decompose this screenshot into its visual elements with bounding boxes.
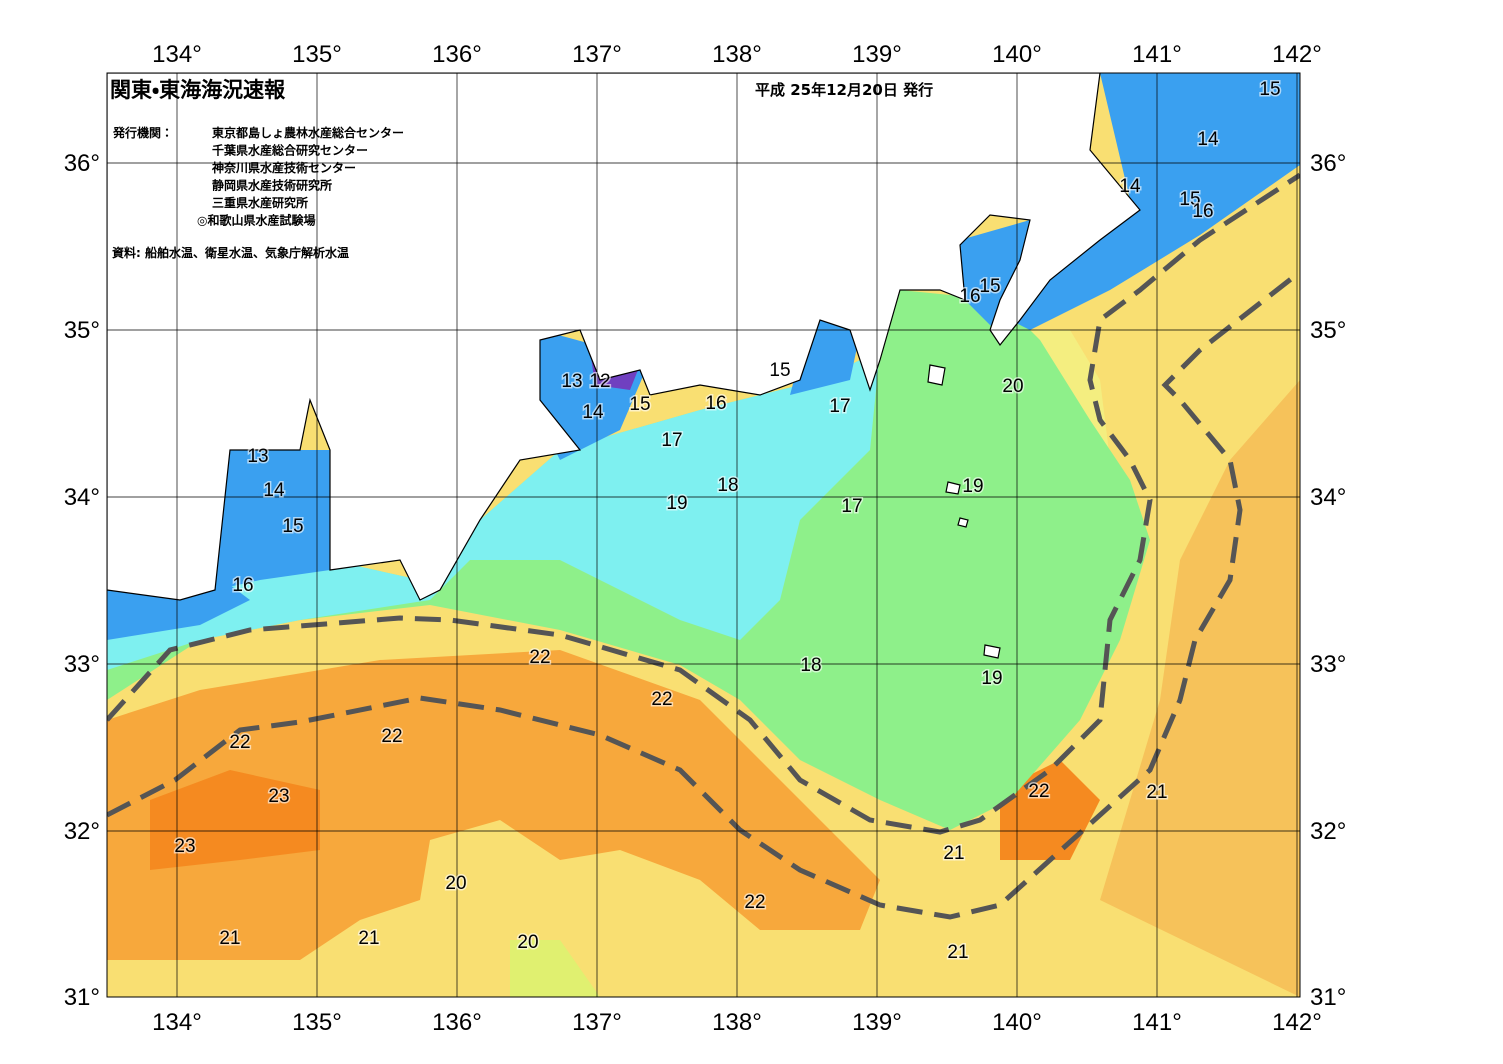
contour-label: 16: [1192, 201, 1213, 222]
contour-label: 14: [582, 402, 604, 423]
labels: 東京都島しょ農林水産総合センター千葉県水産総合研究センター神奈川県水産技術センタ…: [64, 41, 1347, 1036]
sea-blue: [107, 73, 1300, 640]
contour-label: 19: [981, 668, 1002, 689]
contour-label: 22: [744, 892, 765, 913]
agency: 神奈川県水産技術センター: [211, 160, 356, 175]
lon-label-top: 142°: [1272, 41, 1322, 68]
islands: [927, 364, 1001, 659]
lat-label-right: 32°: [1310, 818, 1346, 845]
contour-label: 15: [769, 360, 790, 381]
contour-label: 22: [1028, 781, 1049, 802]
source: 資料: 船舶水温、衛星水温、気象庁解析水温: [112, 245, 349, 260]
lat-label-right: 33°: [1310, 651, 1346, 678]
contour-label: 19: [666, 493, 687, 514]
lon-label-bottom: 140°: [992, 1009, 1042, 1036]
sea-cyan: [107, 350, 880, 670]
contour-label: 18: [717, 475, 738, 496]
lat-label-left: 33°: [64, 651, 100, 678]
grid: [107, 73, 1300, 997]
lon-label-bottom: 139°: [852, 1009, 902, 1036]
lon-label-bottom: 138°: [712, 1009, 762, 1036]
lat-label-left: 32°: [64, 818, 100, 845]
agency: ◎和歌山県水産試験場: [197, 213, 315, 228]
issue-date: 平成 25年12月20日 発行: [755, 81, 933, 99]
agency: 東京都島しょ農林水産総合センター: [212, 125, 404, 140]
agency: 千葉県水産総合研究センター: [212, 143, 368, 158]
contour-label: 21: [1146, 782, 1167, 803]
lat-label-right: 34°: [1310, 484, 1346, 511]
contour-label: 22: [381, 726, 402, 747]
contour-label: 15: [979, 276, 1000, 297]
contour-label: 22: [229, 732, 250, 753]
sea-orange: [107, 650, 880, 960]
lon-label-top: 139°: [852, 41, 902, 68]
contour-label: 20: [445, 873, 466, 894]
lon-label-bottom: 135°: [292, 1009, 342, 1036]
contour-label: 14: [1119, 176, 1141, 197]
contour-label: 21: [219, 928, 240, 949]
lon-label-top: 141°: [1132, 41, 1182, 68]
sea-orange-east: [1100, 380, 1300, 997]
agency: 静岡県水産技術研究所: [212, 178, 332, 193]
lat-label-left: 34°: [64, 484, 100, 511]
contour-label: 20: [1002, 376, 1023, 397]
contour-label: 21: [947, 942, 968, 963]
agency: 三重県水産研究所: [212, 195, 308, 210]
contour-label: 19: [962, 476, 983, 497]
contour-label: 15: [282, 516, 303, 537]
contour-label: 13: [561, 371, 582, 392]
contour-label: 21: [358, 928, 379, 949]
lat-label-left: 31°: [64, 984, 100, 1011]
lat-label-right: 31°: [1310, 984, 1346, 1011]
contour-label: 17: [841, 496, 862, 517]
contour-label: 15: [1259, 79, 1280, 100]
contour-label: 18: [800, 655, 821, 676]
frame: [106, 72, 1301, 998]
lon-label-top: 138°: [712, 41, 762, 68]
contour-label: 16: [705, 393, 726, 414]
lat-label-left: 35°: [64, 317, 100, 344]
agencies-label: 発行機関：: [112, 125, 173, 140]
contour-label: 15: [1179, 189, 1200, 210]
lon-label-top: 134°: [152, 41, 202, 68]
contour-label: 17: [829, 396, 850, 417]
lon-label-top: 136°: [432, 41, 482, 68]
contour-label: 20: [517, 932, 538, 953]
lon-label-bottom: 142°: [1272, 1009, 1322, 1036]
lat-label-right: 35°: [1310, 317, 1346, 344]
contour-label: 17: [661, 430, 682, 451]
contour-label: 22: [529, 647, 550, 668]
sea-23: [150, 770, 320, 870]
contour-label: 13: [247, 446, 268, 467]
map-area: [107, 73, 1300, 997]
sea-20: [510, 940, 600, 997]
contour-label: 14: [1197, 129, 1219, 150]
lon-label-top: 137°: [572, 41, 622, 68]
contour-label: 21: [943, 843, 964, 864]
contour-label: 23: [268, 786, 289, 807]
title: 関東・東海海況速報: [110, 78, 286, 102]
lat-label-left: 36°: [64, 150, 100, 177]
lon-label-top: 135°: [292, 41, 342, 68]
lon-label-top: 140°: [992, 41, 1042, 68]
contour-label: 15: [629, 394, 650, 415]
contour-label: 22: [651, 689, 672, 710]
lon-label-bottom: 137°: [572, 1009, 622, 1036]
contour-label: 23: [174, 836, 195, 857]
contour-label: 16: [232, 575, 253, 596]
lon-label-bottom: 134°: [152, 1009, 202, 1036]
kuroshio-axis-north: [107, 172, 1300, 835]
lon-label-bottom: 136°: [432, 1009, 482, 1036]
land: [107, 73, 1141, 601]
lat-label-right: 36°: [1310, 150, 1346, 177]
lon-label-bottom: 141°: [1132, 1009, 1182, 1036]
contour-label: 12: [589, 371, 610, 392]
contour-label: 16: [959, 286, 980, 307]
contour-label: 14: [263, 480, 285, 501]
